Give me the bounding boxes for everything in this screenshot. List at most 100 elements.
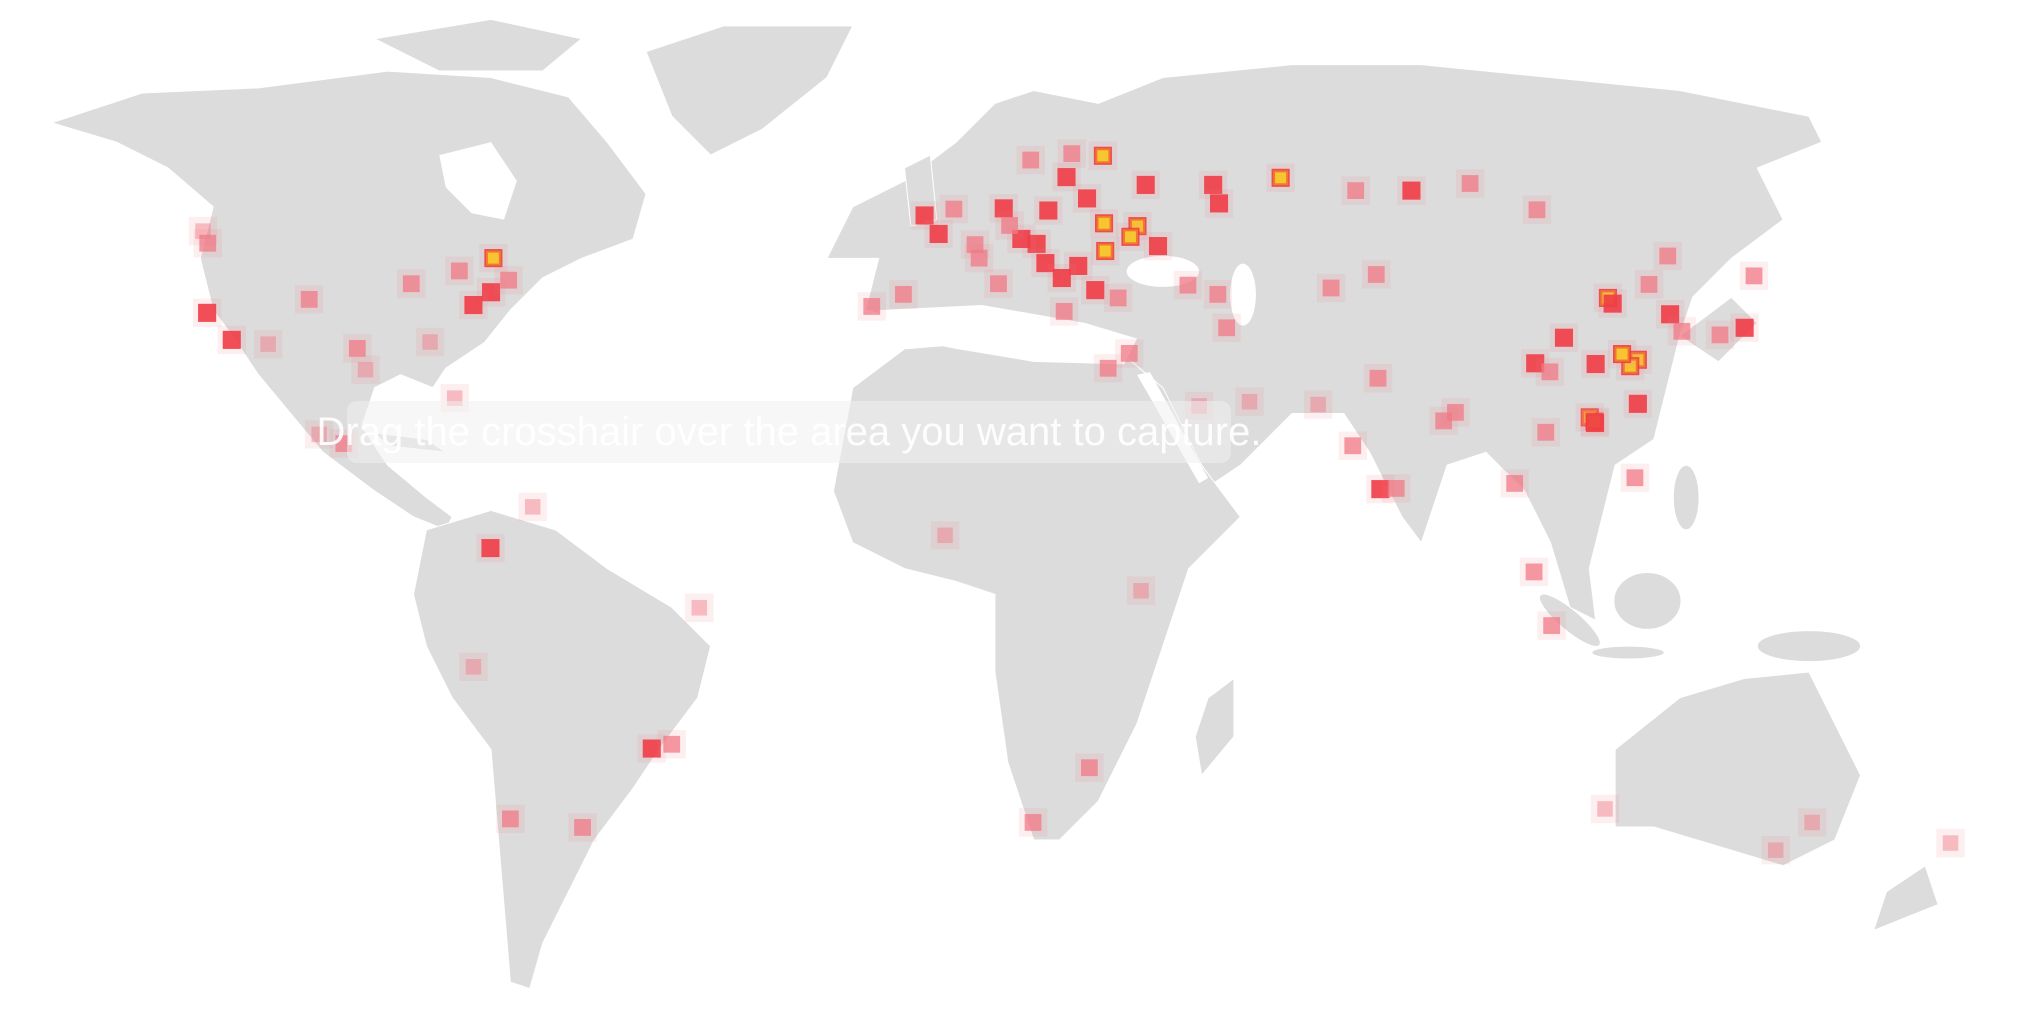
new-guinea	[1756, 630, 1862, 663]
heat-cell	[1204, 175, 1223, 194]
heat-cell	[260, 336, 276, 352]
heat-cell	[1586, 413, 1605, 433]
heat-cell	[348, 339, 366, 357]
heat-cell	[691, 600, 708, 616]
heat-cell	[1218, 319, 1236, 337]
heat-halo	[253, 329, 283, 359]
heat-cell	[663, 735, 681, 753]
heat-cell	[1209, 285, 1227, 303]
heat-cell	[1528, 201, 1546, 219]
australia	[1614, 671, 1862, 867]
heat-cell	[1603, 294, 1622, 313]
heat-cell	[1027, 234, 1046, 253]
heat-cell	[1055, 303, 1073, 320]
heat-cell	[1526, 354, 1545, 373]
capture-hint-text: Drag the crosshair over the area you wan…	[316, 409, 1262, 454]
heat-cell	[481, 539, 500, 558]
heat-cell	[1241, 393, 1258, 410]
caspian-sea	[1230, 263, 1256, 326]
mediterranean-sea	[878, 304, 1138, 365]
heat-cell	[863, 298, 881, 315]
heat-cell	[1767, 842, 1784, 858]
heat-cell	[502, 810, 519, 828]
heat-cell	[1554, 328, 1574, 347]
heat-halo	[1797, 808, 1827, 837]
heat-halo	[1936, 828, 1965, 858]
heat-cell-peak	[1614, 346, 1630, 362]
heat-cell	[895, 285, 912, 303]
heat-cell	[929, 224, 948, 244]
heat-cell	[966, 236, 984, 254]
heat-cell	[357, 361, 374, 378]
heat-halo	[415, 327, 445, 357]
heat-cell	[1099, 359, 1117, 377]
heat-cell	[1136, 175, 1155, 194]
java	[1591, 645, 1665, 660]
heat-cell	[1133, 582, 1149, 599]
heat-cell	[1673, 322, 1691, 340]
heat-cell	[990, 275, 1007, 293]
heat-halo	[518, 492, 547, 522]
heat-cell	[1586, 354, 1605, 374]
heat-cell	[915, 206, 934, 225]
new-zealand	[1872, 865, 1939, 932]
heat-halo	[1126, 576, 1156, 605]
south-america	[412, 509, 712, 990]
heat-cell	[1447, 403, 1464, 421]
heat-halo	[1235, 387, 1264, 416]
heat-halo	[1303, 390, 1333, 419]
heat-cell	[574, 819, 591, 836]
land-layer	[49, 18, 1939, 990]
heat-halo	[685, 593, 714, 623]
heat-cell	[1402, 181, 1421, 200]
heat-cell	[1120, 344, 1138, 362]
heat-cell	[1745, 267, 1763, 285]
heat-cell	[1626, 469, 1644, 487]
heatmap-layer	[188, 139, 1965, 865]
capture-hint-overlay: Drag the crosshair over the area you wan…	[317, 401, 1261, 463]
heat-cell	[500, 271, 518, 289]
heat-cell	[1369, 369, 1387, 387]
heat-cell-peak	[1095, 148, 1111, 164]
heat-cell	[1310, 396, 1326, 413]
heat-halo	[351, 355, 380, 384]
heat-cell	[1022, 151, 1040, 169]
heat-cell	[402, 275, 420, 293]
heat-cell-peak	[1273, 170, 1289, 186]
heat-cell	[1506, 475, 1524, 492]
heat-cell	[1525, 563, 1543, 581]
greenland	[645, 25, 854, 156]
heat-cell	[1322, 279, 1340, 297]
heat-halo	[1761, 835, 1790, 865]
heat-cell	[311, 426, 327, 443]
heat-cell	[1069, 256, 1088, 275]
heat-cell	[1063, 145, 1081, 163]
heat-halo	[188, 216, 218, 246]
heat-cell	[1537, 423, 1555, 441]
heat-cell	[1024, 814, 1042, 831]
heat-cell	[1209, 194, 1229, 213]
heat-cell	[1052, 268, 1071, 288]
heat-cell-peak	[1097, 243, 1113, 259]
heat-cell	[937, 527, 953, 544]
heat-cell-peak	[485, 250, 501, 266]
heat-cell	[1367, 266, 1385, 283]
heat-cell-peak	[1123, 229, 1138, 245]
heat-cell	[198, 303, 217, 322]
philippines	[1672, 464, 1700, 531]
heat-cell	[1086, 281, 1105, 300]
heat-cell	[1109, 289, 1127, 307]
heat-cell	[524, 499, 541, 515]
heat-cell	[1543, 617, 1561, 634]
heat-cell	[1012, 229, 1031, 248]
heat-cell	[1711, 326, 1729, 344]
heat-cell	[1735, 318, 1754, 337]
heat-cell	[1804, 814, 1820, 831]
heat-cell	[464, 295, 483, 315]
heat-cell	[422, 334, 438, 350]
heat-halo	[930, 521, 960, 550]
heat-cell-peak	[1096, 215, 1112, 231]
heat-halo	[304, 420, 334, 449]
heat-cell	[1001, 217, 1019, 234]
